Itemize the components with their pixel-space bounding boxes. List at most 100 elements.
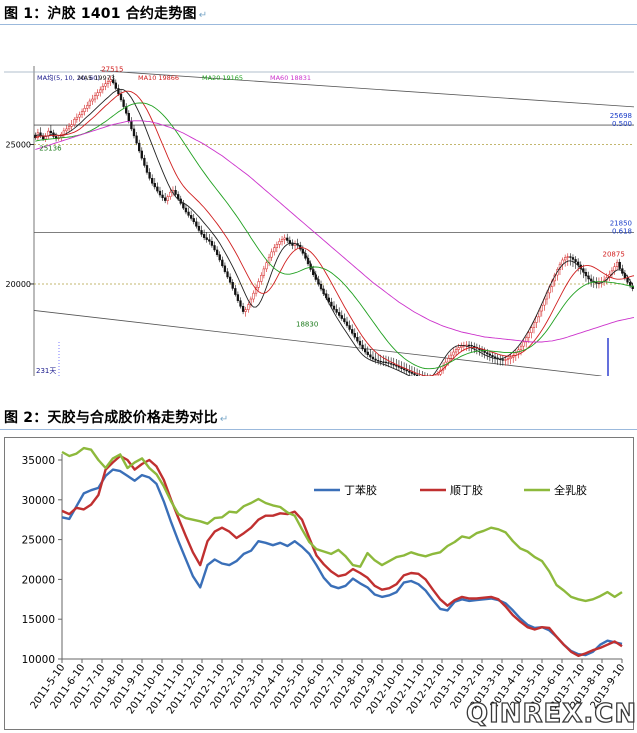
candle-body xyxy=(73,119,76,125)
candle-body xyxy=(202,234,206,238)
candle-body xyxy=(247,304,250,310)
candle-body xyxy=(239,300,242,307)
candle-body xyxy=(109,79,112,83)
candle-body xyxy=(182,203,185,209)
candle-body xyxy=(130,120,133,130)
candle-body xyxy=(506,358,510,360)
candle-body xyxy=(335,309,338,313)
moving-average-ma60 xyxy=(35,120,634,343)
candle-body xyxy=(291,243,294,246)
candle-body xyxy=(384,361,388,364)
candle-body xyxy=(460,345,463,348)
candle-body xyxy=(449,354,453,359)
candle-body xyxy=(376,360,380,362)
candle-body xyxy=(49,130,53,134)
return-mark: ↵ xyxy=(219,414,229,425)
candle-body xyxy=(127,113,130,122)
candle-body xyxy=(273,247,276,253)
candle-body xyxy=(80,111,84,115)
candle-body xyxy=(280,239,284,242)
candle-body xyxy=(65,128,68,132)
candle-body xyxy=(540,304,543,312)
candle-body xyxy=(366,351,369,356)
return-mark: ↵ xyxy=(198,10,208,21)
candle-body xyxy=(522,341,525,347)
ma-header-label: MA20 19165 xyxy=(202,74,243,82)
candle-body xyxy=(358,340,362,346)
candle-body xyxy=(574,259,577,263)
candle-body xyxy=(166,196,169,201)
rubber-price-line-chart: 1000015000200002500030000350002011-5-102… xyxy=(4,437,634,730)
candle-body xyxy=(454,349,458,353)
candle-body xyxy=(189,215,193,219)
candle-body xyxy=(353,333,356,338)
candle-body xyxy=(125,106,128,114)
candle-body xyxy=(145,165,149,173)
candle-body xyxy=(467,344,471,347)
moving-average-ma5 xyxy=(35,88,634,376)
candle-body xyxy=(436,374,440,376)
candle-body xyxy=(119,93,123,101)
candle-body xyxy=(252,292,255,300)
candle-body xyxy=(96,92,99,96)
candle-body xyxy=(156,186,159,192)
candle-body xyxy=(169,191,172,197)
candle-body xyxy=(532,322,536,329)
candle-body xyxy=(348,325,351,330)
fib-level-price: 21850 xyxy=(610,219,632,227)
moving-average-ma20 xyxy=(35,102,634,370)
candle-body xyxy=(356,336,359,342)
candle-body xyxy=(114,82,117,89)
candle-body xyxy=(192,218,195,223)
y-tick-label: 20000 xyxy=(6,280,31,289)
candle-body xyxy=(221,259,224,267)
chart-background xyxy=(4,66,634,376)
candle-body xyxy=(504,359,507,361)
series-line xyxy=(61,454,623,658)
candle-body xyxy=(197,225,201,231)
candle-body xyxy=(286,237,289,241)
candle-body xyxy=(405,369,408,372)
candle-body xyxy=(106,81,110,84)
candle-body xyxy=(104,83,107,87)
candle-body xyxy=(101,85,104,91)
candle-body xyxy=(260,275,263,282)
candle-body xyxy=(457,347,460,350)
candle-body xyxy=(75,116,79,120)
candle-body xyxy=(234,288,237,295)
candle-body xyxy=(78,114,81,118)
y-tick-label: 30000 xyxy=(22,495,55,507)
candle-body xyxy=(161,194,164,199)
candle-body xyxy=(283,237,286,240)
ma-header-label: MA60 18831 xyxy=(270,74,311,82)
candle-body xyxy=(187,211,190,216)
ma-header-label: MA10 19866 xyxy=(138,74,179,82)
candle-body xyxy=(410,372,414,374)
candle-body xyxy=(564,257,567,261)
channel-lower-line xyxy=(33,310,602,376)
candle-body xyxy=(332,305,336,310)
candle-body xyxy=(631,285,634,289)
candle-body xyxy=(278,241,281,245)
candle-body xyxy=(288,240,292,245)
candle-body xyxy=(93,95,97,100)
candle-body xyxy=(158,190,162,196)
candle-body xyxy=(270,251,273,258)
y-tick-label: 15000 xyxy=(22,614,55,626)
figure-2-title: 天胶与合成胶价格走势对比 xyxy=(47,410,218,426)
candle-body xyxy=(395,364,398,367)
candle-body xyxy=(218,254,221,261)
candle-body xyxy=(215,249,219,255)
candle-body xyxy=(415,374,419,376)
y-tick-label: 25000 xyxy=(6,141,31,150)
candle-body xyxy=(275,244,279,248)
candle-body xyxy=(569,256,572,258)
candle-body xyxy=(535,316,538,323)
fib-level-ratio: 0.500 xyxy=(612,120,632,128)
candle-body xyxy=(447,358,450,363)
figure-2-heading: 图 2：天胶与合成胶价格走势对比 ↵ xyxy=(4,407,228,427)
candle-body xyxy=(343,318,346,323)
candle-body xyxy=(413,373,416,376)
moving-average-ma10 xyxy=(35,90,634,376)
candle-body xyxy=(174,190,177,195)
